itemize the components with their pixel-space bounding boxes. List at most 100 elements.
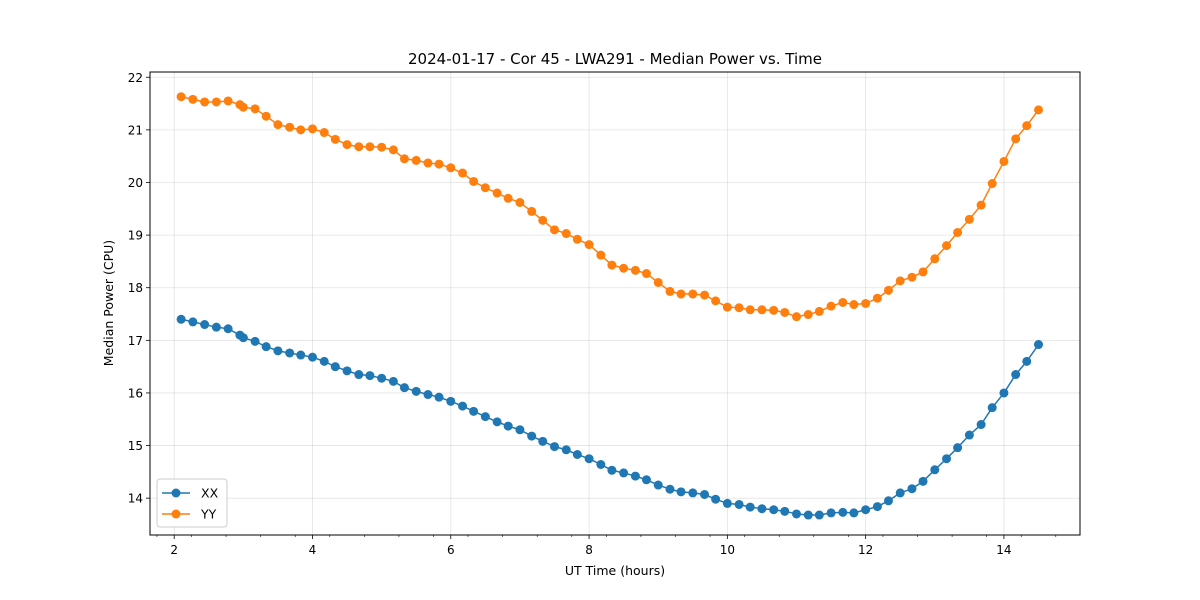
legend-xx-marker	[171, 488, 181, 498]
y-axis-label: Median Power (CPU)	[101, 240, 116, 366]
data-point-yy	[999, 156, 1009, 166]
data-point-xx	[538, 436, 548, 446]
data-point-xx	[745, 502, 755, 512]
data-point-yy	[377, 142, 387, 152]
data-point-yy	[561, 229, 571, 239]
legend-yy-marker	[171, 509, 181, 519]
data-point-xx	[388, 376, 398, 386]
data-point-yy	[388, 145, 398, 155]
data-point-xx	[641, 475, 651, 485]
data-point-xx	[503, 421, 513, 431]
data-point-xx	[630, 471, 640, 481]
data-point-yy	[330, 134, 340, 144]
data-point-yy	[176, 92, 186, 102]
data-point-yy	[285, 122, 295, 132]
data-point-yy	[711, 296, 721, 306]
data-point-yy	[250, 104, 260, 114]
data-point-yy	[883, 285, 893, 295]
data-point-xx	[688, 488, 698, 498]
y-tick-label: 22	[128, 71, 143, 85]
data-point-xx	[619, 468, 629, 478]
data-point-yy	[745, 305, 755, 315]
data-point-xx	[918, 476, 928, 486]
data-point-yy	[861, 299, 871, 308]
data-point-xx	[734, 499, 744, 509]
data-point-xx	[223, 324, 233, 334]
data-point-yy	[211, 97, 221, 107]
data-point-xx	[200, 320, 210, 330]
y-tick-label: 15	[128, 439, 143, 453]
series-yy	[176, 92, 1044, 322]
data-point-yy	[700, 290, 710, 300]
legend-label-xx: XX	[201, 486, 219, 501]
data-point-xx	[527, 431, 537, 441]
data-point-yy	[930, 254, 940, 264]
data-point-xx	[803, 510, 813, 520]
data-point-xx	[769, 505, 779, 515]
data-point-yy	[722, 302, 732, 312]
data-point-yy	[223, 96, 233, 106]
data-point-xx	[814, 510, 824, 520]
data-point-yy	[319, 128, 329, 138]
data-point-xx	[700, 489, 710, 499]
y-tick-label: 21	[128, 123, 143, 137]
data-point-yy	[872, 293, 882, 303]
data-point-xx	[211, 322, 221, 332]
data-point-yy	[792, 312, 802, 322]
data-point-yy	[607, 260, 617, 270]
data-point-xx	[964, 430, 974, 440]
data-point-yy	[895, 276, 905, 286]
series-line-yy	[180, 95, 1040, 318]
y-tick-label: 18	[128, 281, 143, 295]
data-point-yy	[826, 301, 836, 311]
data-point-xx	[469, 406, 479, 416]
data-point-xx	[319, 356, 329, 366]
data-point-yy	[838, 297, 848, 307]
data-point-xx	[176, 314, 186, 324]
data-point-yy	[987, 179, 997, 189]
data-point-xx	[1011, 370, 1021, 380]
data-point-yy	[907, 272, 917, 282]
data-point-yy	[769, 305, 779, 315]
data-point-xx	[188, 317, 198, 327]
data-point-xx	[780, 506, 790, 516]
data-point-xx	[792, 509, 802, 519]
data-point-yy	[596, 250, 606, 260]
y-tick-label: 14	[128, 492, 143, 506]
data-point-yy	[188, 94, 198, 104]
x-tick-label: 10	[720, 543, 735, 557]
data-point-xx	[999, 388, 1009, 398]
data-point-xx	[665, 484, 675, 494]
data-point-xx	[296, 350, 306, 360]
data-point-yy	[296, 125, 306, 135]
data-point-xx	[238, 333, 248, 343]
data-point-yy	[446, 163, 456, 173]
data-point-yy	[688, 289, 698, 299]
data-point-yy	[365, 142, 375, 152]
data-point-yy	[1034, 105, 1044, 115]
data-point-xx	[1034, 340, 1044, 350]
data-point-xx	[285, 348, 295, 358]
data-point-yy	[550, 225, 559, 235]
data-point-yy	[434, 159, 444, 169]
data-point-xx	[377, 373, 387, 383]
data-point-yy	[1011, 134, 1021, 144]
data-point-xx	[365, 371, 375, 381]
y-tick-label: 17	[128, 334, 143, 348]
data-point-yy	[515, 197, 525, 207]
x-tick-label: 4	[309, 543, 317, 557]
data-point-xx	[711, 494, 721, 504]
data-point-yy	[803, 310, 813, 320]
data-point-yy	[200, 97, 210, 107]
data-point-yy	[307, 124, 317, 134]
data-point-yy	[411, 155, 421, 165]
plot-frame	[149, 71, 1081, 536]
data-point-xx	[942, 454, 952, 464]
data-point-xx	[354, 370, 364, 380]
x-tick-label: 6	[447, 543, 455, 557]
x-axis-label: UT Time (hours)	[565, 563, 665, 578]
data-point-xx	[722, 498, 732, 508]
data-point-xx	[976, 420, 986, 430]
data-point-xx	[930, 465, 940, 475]
